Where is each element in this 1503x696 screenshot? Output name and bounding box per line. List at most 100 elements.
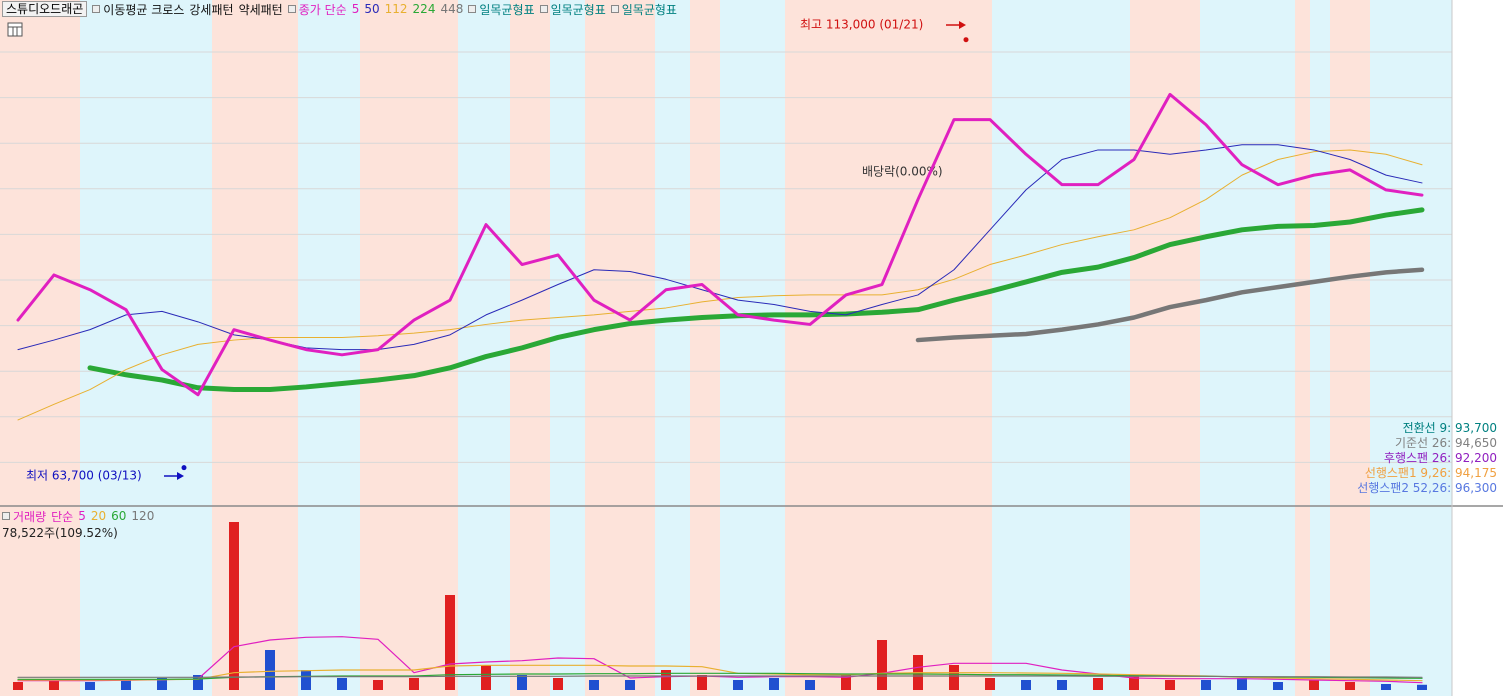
legend-entry: 20 bbox=[90, 509, 107, 523]
volume-legend: 거래량 단순 5 20 60 120 bbox=[2, 508, 154, 524]
volume-bar bbox=[1237, 678, 1247, 690]
pattern-band bbox=[585, 0, 655, 696]
legend-entry: 224 bbox=[412, 2, 436, 16]
pattern-band bbox=[360, 0, 458, 696]
pattern-band bbox=[655, 0, 690, 696]
volume-bar bbox=[301, 670, 311, 690]
volume-bar bbox=[121, 680, 131, 690]
volume-bar bbox=[1273, 682, 1283, 690]
volume-bar bbox=[697, 675, 707, 690]
volume-bar bbox=[769, 678, 779, 690]
high-annotation: 최고 113,000 (01/21) bbox=[800, 18, 923, 32]
volume-average-line bbox=[17, 675, 1423, 678]
legend-entry: 60 bbox=[111, 509, 127, 523]
pattern-band bbox=[212, 0, 298, 696]
ma-label: 단순 bbox=[51, 509, 74, 524]
volume-bar bbox=[1201, 680, 1211, 690]
pattern-legend-item: 강세패턴 bbox=[189, 2, 234, 17]
pattern-band bbox=[1295, 0, 1310, 696]
pattern-band bbox=[1200, 0, 1295, 696]
table-icon[interactable] bbox=[7, 22, 23, 37]
pattern-band bbox=[550, 0, 585, 696]
legend-entry: 112 bbox=[384, 2, 408, 16]
legend-entry: 5 bbox=[351, 2, 360, 16]
volume-average-line bbox=[17, 636, 1423, 684]
volume-bar bbox=[841, 675, 851, 690]
ichimoku-legend: 일목균형표 bbox=[621, 2, 677, 17]
volume-summary-row: 78,522주(109.52%) bbox=[2, 524, 118, 540]
volume-bar bbox=[229, 522, 239, 690]
marks bbox=[13, 37, 1427, 690]
pattern-band bbox=[1330, 0, 1370, 696]
moving-average-line bbox=[915, 267, 1425, 343]
legend-entry: 120 bbox=[131, 509, 155, 523]
volume-bar bbox=[1417, 684, 1427, 690]
indicator-value: 후행스팬 26: 92,200 bbox=[1383, 451, 1497, 465]
moving-average-line bbox=[87, 207, 1425, 393]
volume-summary: 78,522주(109.52%) bbox=[2, 525, 118, 540]
volume-bar bbox=[1021, 680, 1031, 690]
pattern-band bbox=[0, 0, 80, 696]
pattern-band bbox=[720, 0, 785, 696]
high-arrow bbox=[946, 21, 966, 29]
legend-entry: 50 bbox=[364, 2, 380, 16]
volume-bar bbox=[949, 665, 959, 690]
volume-bar bbox=[85, 682, 95, 690]
volume-bar bbox=[1093, 678, 1103, 690]
indicator-value: 전환선 9: 93,700 bbox=[1402, 421, 1497, 435]
price-legend: 스튜디오드래곤 이동평균 크로스 강세패턴 약세패턴 종가 단순 5 50 112 224 448… bbox=[2, 1, 677, 17]
low-arrow bbox=[164, 472, 184, 480]
legend-entry: 448 bbox=[440, 2, 464, 16]
volume-bar bbox=[1309, 680, 1319, 690]
legend-swatch bbox=[610, 5, 619, 13]
volume-bar bbox=[733, 680, 743, 690]
legend-entry: 5 bbox=[78, 509, 86, 523]
pattern-bands bbox=[0, 0, 1452, 696]
legend-swatch bbox=[468, 5, 477, 13]
volume-bar bbox=[553, 678, 563, 690]
volume-bar bbox=[481, 665, 491, 690]
pattern-legend-item: 이동평균 크로스 bbox=[103, 2, 185, 17]
pattern-band bbox=[1130, 0, 1200, 696]
moving-average-line bbox=[16, 92, 1424, 397]
volume-bar bbox=[193, 675, 203, 690]
volume-bar bbox=[49, 680, 59, 690]
volume-bar bbox=[1345, 682, 1355, 690]
low-marker bbox=[181, 465, 187, 471]
volume-bar bbox=[625, 680, 635, 690]
ma-label: 종가 단순 bbox=[298, 2, 347, 17]
ichimoku-legend: 일목균형표 bbox=[479, 2, 535, 17]
volume-bar bbox=[1381, 684, 1391, 690]
volume-bar bbox=[1057, 680, 1067, 690]
legend-swatch bbox=[92, 5, 101, 13]
pattern-band bbox=[992, 0, 1130, 696]
pattern-band bbox=[458, 0, 510, 696]
pattern-band bbox=[80, 0, 212, 696]
pattern-band bbox=[1310, 0, 1330, 696]
pattern-band bbox=[785, 0, 992, 696]
volume-bar bbox=[157, 678, 167, 690]
indicator-value: 기준선 26: 94,650 bbox=[1394, 436, 1497, 450]
volume-bar bbox=[517, 675, 527, 690]
ichimoku-legend: 일목균형표 bbox=[550, 2, 606, 17]
volume-bar bbox=[985, 678, 995, 690]
indicator-value: 선행스팬1 9,26: 94,175 bbox=[1364, 466, 1497, 480]
legend-swatch bbox=[287, 5, 296, 13]
legend-swatch bbox=[2, 512, 10, 520]
volume-bar bbox=[265, 650, 275, 690]
dividend-annotation: 배당락(0.00%) bbox=[862, 165, 943, 179]
volume-bar bbox=[409, 678, 419, 690]
volume-bar bbox=[877, 640, 887, 690]
legend-swatch bbox=[539, 5, 548, 13]
grid bbox=[0, 51, 1452, 463]
stock-name: 스튜디오드래곤 bbox=[2, 1, 88, 17]
volume-bar bbox=[589, 680, 599, 690]
low-annotation: 최저 63,700 (03/13) bbox=[26, 469, 142, 483]
volume-bar bbox=[373, 680, 383, 690]
volume-bar bbox=[661, 670, 671, 690]
volume-title: 거래량 bbox=[13, 509, 47, 524]
pattern-band bbox=[1370, 0, 1452, 696]
high-marker bbox=[963, 37, 969, 43]
